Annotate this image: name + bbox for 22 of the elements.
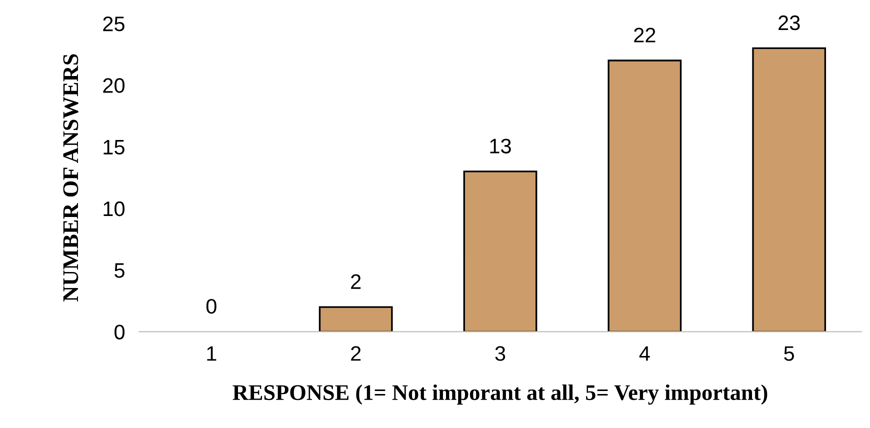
data-label: 23 — [778, 15, 800, 30]
x-tick-label: 2 — [351, 346, 361, 361]
x-tick-label: 3 — [495, 346, 506, 361]
y-tick-label: 10 — [104, 201, 124, 216]
x-tick-label: 5 — [784, 346, 794, 361]
y-tick-label: 15 — [104, 140, 124, 155]
y-axis-title: NUMBER OF ANSWERS — [63, 54, 78, 302]
x-tick-label: 1 — [207, 346, 216, 361]
y-tick-label: 25 — [103, 16, 124, 32]
data-label: 22 — [634, 28, 656, 42]
data-label: 13 — [490, 138, 511, 154]
bar — [318, 306, 393, 332]
x-tick-label: 4 — [639, 346, 650, 361]
x-axis-title: RESPONSE (1= Not imporant at all, 5= Very important) — [232, 384, 768, 405]
y-tick-label: 20 — [103, 78, 124, 93]
bar — [608, 60, 682, 332]
bar — [463, 170, 538, 332]
y-tick-label: 0 — [114, 324, 124, 340]
bar — [752, 47, 826, 332]
data-label: 0 — [206, 298, 216, 314]
y-tick-label: 5 — [114, 263, 124, 278]
data-label: 2 — [351, 274, 361, 289]
